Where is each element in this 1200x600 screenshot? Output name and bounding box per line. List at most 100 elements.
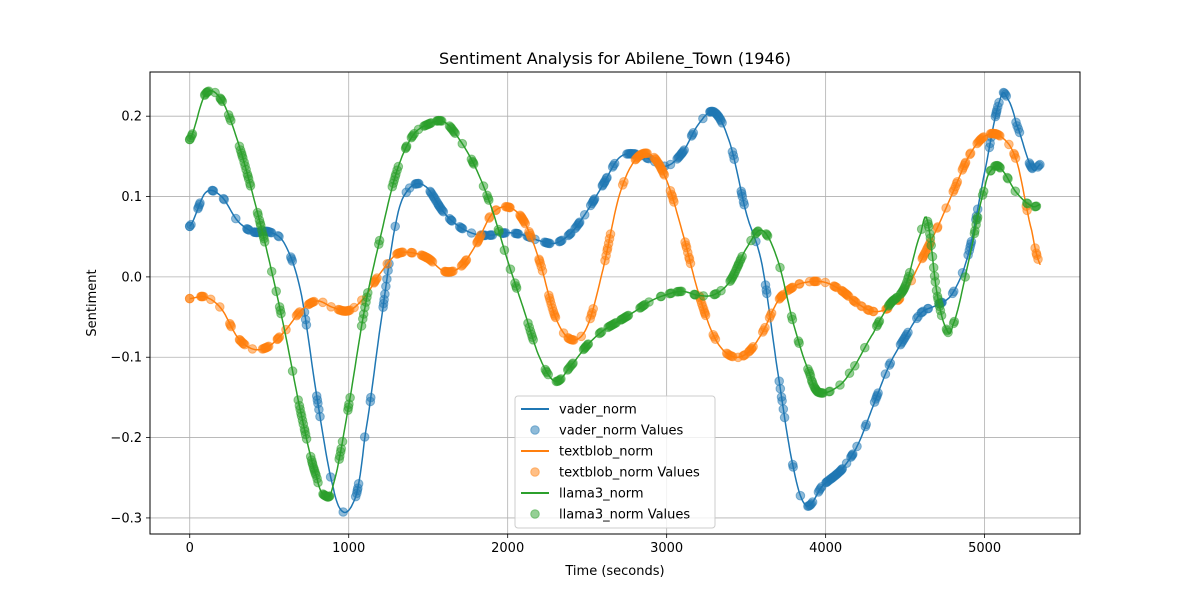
point-vader_norm (1035, 159, 1045, 170)
y-tick-label: 0.2 (121, 110, 142, 125)
point-llama3_norm (936, 310, 947, 321)
point-llama3_norm (528, 335, 539, 345)
point-llama3_norm (874, 316, 885, 326)
point-textblob_norm (685, 258, 696, 269)
point-vader_norm (301, 320, 312, 330)
point-llama3_norm (511, 283, 522, 293)
point-vader_norm (994, 97, 1004, 108)
markers-textblob_norm (184, 128, 1043, 363)
series-llama3_norm (184, 86, 1042, 502)
point-llama3_norm (226, 115, 236, 126)
point-vader_norm (574, 217, 585, 227)
point-llama3_norm (478, 181, 489, 191)
point-llama3_norm (825, 386, 835, 397)
point-llama3_norm (753, 226, 763, 236)
point-textblob_norm (309, 296, 319, 307)
point-vader_norm (848, 449, 858, 459)
point-llama3_norm (1010, 186, 1021, 196)
point-llama3_norm (287, 366, 298, 376)
point-textblob_norm (550, 312, 561, 323)
y-tick-label: −0.2 (110, 431, 142, 446)
point-llama3_norm (775, 262, 785, 273)
point-vader_norm (353, 479, 364, 489)
point-textblob_norm (215, 302, 225, 312)
point-textblob_norm (1033, 254, 1043, 265)
point-llama3_norm (393, 161, 404, 172)
point-llama3_norm (499, 245, 510, 255)
point-vader_norm (390, 221, 401, 232)
point-textblob_norm (505, 202, 515, 213)
point-vader_norm (359, 432, 370, 442)
point-textblob_norm (952, 177, 963, 187)
point-vader_norm (739, 199, 750, 210)
point-vader_norm (609, 158, 620, 169)
point-vader_norm (545, 238, 555, 249)
point-vader_norm (447, 216, 457, 226)
legend-marker-textblob_norm (530, 467, 540, 477)
point-textblob_norm (526, 232, 537, 243)
point-textblob_norm (568, 335, 579, 345)
point-vader_norm (688, 128, 699, 138)
point-vader_norm (861, 419, 872, 430)
point-vader_norm (777, 396, 787, 406)
point-vader_norm (274, 231, 284, 242)
chart-title: Sentiment Analysis for Abilene_Town (194… (439, 49, 791, 69)
point-textblob_norm (766, 308, 777, 319)
point-textblob_norm (1004, 139, 1014, 150)
point-vader_norm (778, 404, 789, 414)
point-llama3_norm (494, 226, 504, 237)
point-textblob_norm (294, 307, 305, 317)
point-textblob_norm (520, 218, 531, 229)
legend-marker-vader_norm (530, 425, 540, 435)
legend-label-vader_norm-values: vader_norm Values (559, 424, 684, 439)
point-vader_norm (589, 194, 600, 204)
point-textblob_norm (960, 157, 971, 168)
point-vader_norm (903, 327, 913, 338)
point-vader_norm (184, 221, 195, 232)
point-textblob_norm (205, 294, 216, 305)
point-vader_norm (923, 303, 934, 314)
series-vader_norm (184, 87, 1045, 517)
y-tick-label: 0.1 (121, 190, 142, 205)
point-llama3_norm (794, 338, 804, 349)
point-textblob_norm (669, 197, 679, 207)
point-textblob_norm (619, 177, 629, 187)
point-llama3_norm (860, 342, 870, 353)
point-llama3_norm (930, 277, 941, 287)
point-vader_norm (788, 462, 799, 472)
point-vader_norm (557, 235, 567, 246)
point-llama3_norm (266, 266, 277, 277)
point-vader_norm (366, 392, 376, 403)
point-llama3_norm (926, 240, 937, 251)
point-vader_norm (195, 198, 205, 208)
point-vader_norm (972, 204, 983, 214)
point-textblob_norm (995, 131, 1005, 141)
point-textblob_norm (659, 170, 670, 180)
point-textblob_norm (760, 322, 770, 333)
point-textblob_norm (941, 203, 951, 213)
point-vader_norm (513, 229, 524, 239)
point-textblob_norm (794, 279, 805, 289)
point-textblob_norm (184, 293, 195, 304)
point-llama3_norm (737, 251, 747, 262)
point-vader_norm (852, 441, 862, 452)
point-llama3_norm (217, 96, 228, 107)
point-textblob_norm (240, 339, 250, 350)
point-llama3_norm (324, 491, 335, 501)
point-llama3_norm (437, 116, 447, 126)
point-vader_norm (382, 274, 392, 284)
point-vader_norm (679, 145, 690, 155)
point-llama3_norm (1031, 201, 1042, 211)
point-textblob_norm (710, 334, 721, 345)
point-vader_norm (949, 286, 959, 297)
point-llama3_norm (505, 264, 516, 275)
point-textblob_norm (448, 266, 458, 277)
point-llama3_norm (484, 195, 494, 205)
point-llama3_norm (1003, 173, 1013, 184)
legend-label-textblob_norm: textblob_norm (559, 445, 653, 460)
point-llama3_norm (690, 290, 701, 300)
point-llama3_norm (401, 141, 412, 151)
point-llama3_norm (746, 235, 756, 246)
point-vader_norm (762, 288, 772, 299)
point-llama3_norm (972, 212, 983, 222)
